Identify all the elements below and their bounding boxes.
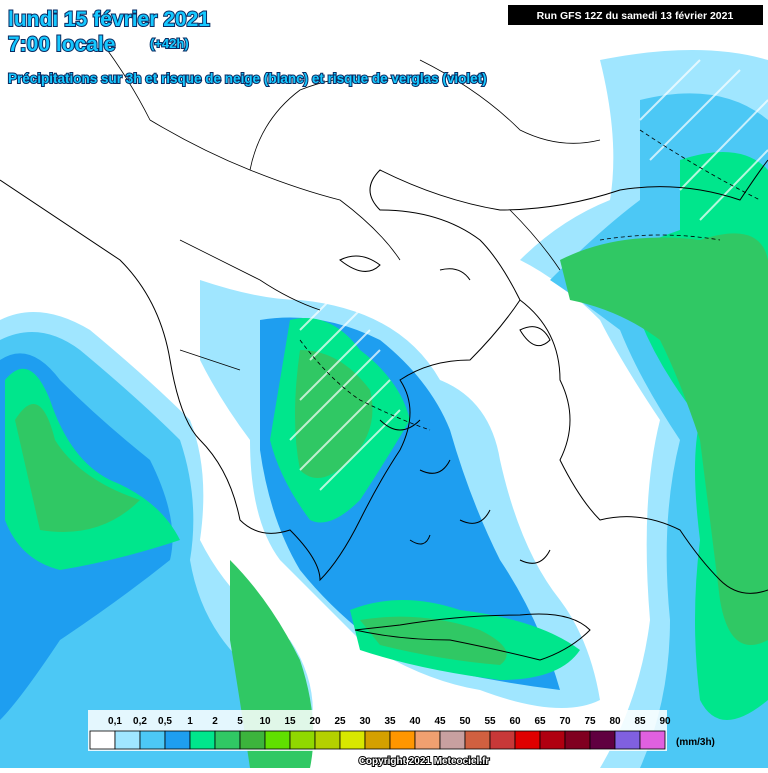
- legend-label: 60: [509, 716, 521, 727]
- legend-label: 35: [384, 716, 396, 727]
- legend-swatch: [439, 730, 466, 750]
- legend-label: 70: [559, 716, 571, 727]
- legend-label: 50: [459, 716, 471, 727]
- run-box: [508, 5, 763, 25]
- legend-label: 20: [309, 716, 321, 727]
- legend: 0,1 0,2 0,5 1 2 5 10 15 20 25 30 35 40 45 50 55 60 65 70 75…: [88, 710, 671, 751]
- legend-label: 75: [584, 716, 596, 727]
- coastlines: [0, 39, 768, 661]
- legend-swatch: [414, 730, 441, 750]
- legend-swatch: [539, 730, 566, 750]
- copyright: Copyright 2021 Meteociel.fr: [359, 756, 490, 767]
- legend-label: 40: [409, 716, 421, 727]
- time: 7:00 locale: [8, 33, 115, 56]
- legend-swatch: [389, 730, 416, 750]
- legend-swatch: [489, 730, 516, 750]
- legend-swatch: [214, 730, 241, 750]
- legend-label: 10: [259, 716, 271, 727]
- legend-label: 15: [284, 716, 296, 727]
- legend-swatch: [564, 730, 591, 750]
- legend-label: 5: [237, 716, 243, 727]
- legend-label: 0,5: [158, 716, 172, 727]
- legend-label: 80: [609, 716, 621, 727]
- legend-label: 0,2: [133, 716, 147, 727]
- legend-swatch: [639, 730, 666, 750]
- legend-swatch: [89, 730, 116, 750]
- legend-swatch: [464, 730, 491, 750]
- legend-swatch: [614, 730, 641, 750]
- legend-swatch: [339, 730, 366, 750]
- legend-swatch: [139, 730, 166, 750]
- legend-swatch: [289, 730, 316, 750]
- legend-swatch: [364, 730, 391, 750]
- legend-label: 55: [484, 716, 496, 727]
- legend-swatch: [589, 730, 616, 750]
- legend-label: 90: [659, 716, 671, 727]
- legend-label: 45: [434, 716, 446, 727]
- lead-time: (+42h): [150, 36, 189, 51]
- legend-unit: (mm/3h): [676, 737, 715, 748]
- legend-swatch: [239, 730, 266, 750]
- legend-swatch: [164, 730, 191, 750]
- subtitle: Précipitations sur 3h et risque de neige…: [8, 71, 487, 86]
- date: lundi 15 février 2021: [8, 8, 210, 31]
- legend-label: 1: [187, 716, 193, 727]
- legend-swatch: [264, 730, 291, 750]
- precipitation: [0, 50, 768, 769]
- legend-swatch: [314, 730, 341, 750]
- run-label: Run GFS 12Z du samedi 13 février 2021: [537, 10, 734, 22]
- legend-swatch: [189, 730, 216, 750]
- legend-label: 30: [359, 716, 371, 727]
- legend-swatch: [514, 730, 541, 750]
- legend-label: 25: [334, 716, 346, 727]
- legend-label: 65: [534, 716, 546, 727]
- legend-label: 85: [634, 716, 646, 727]
- legend-label: 2: [212, 716, 218, 727]
- legend-label: 0,1: [108, 716, 122, 727]
- legend-swatch: [114, 730, 141, 750]
